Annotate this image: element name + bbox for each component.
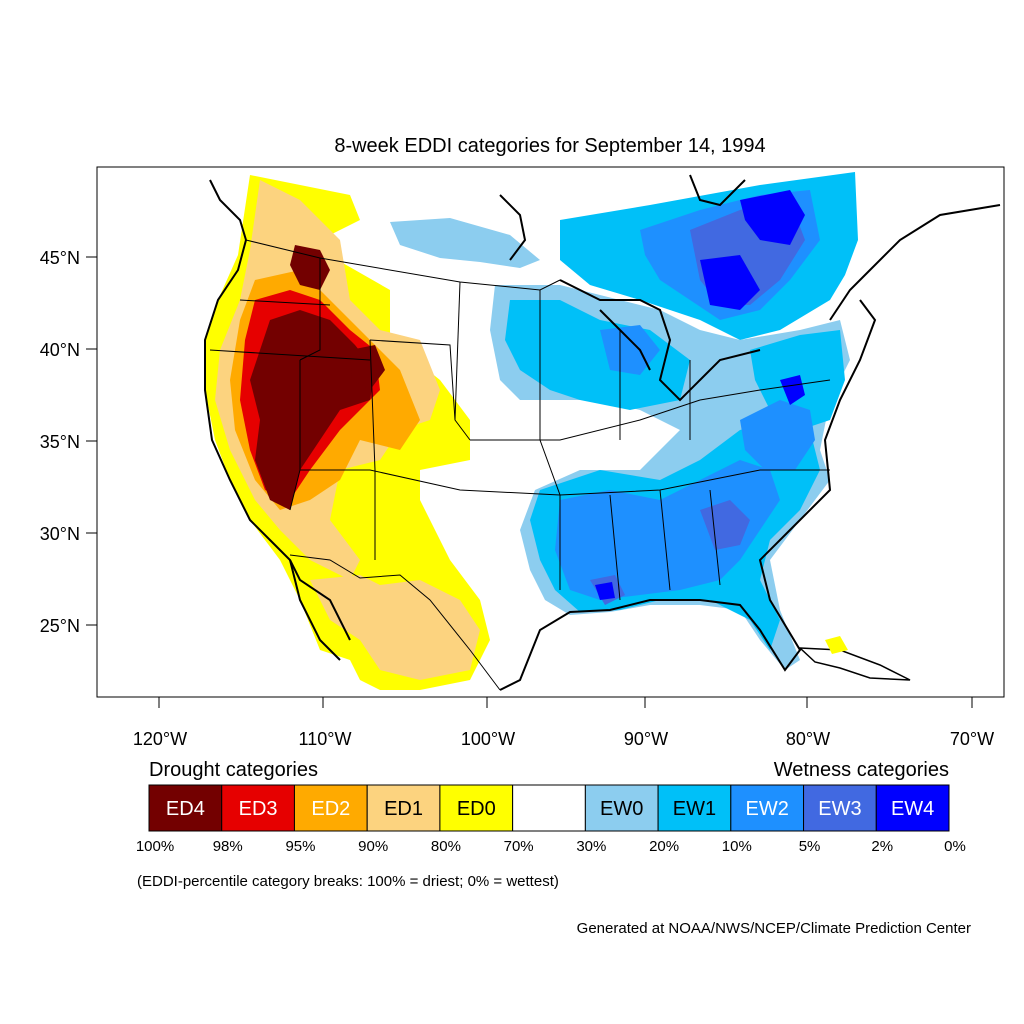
legend-break-label: 95%	[285, 838, 315, 855]
region-ew2-michigan	[600, 325, 660, 375]
legend-break-label: 10%	[722, 838, 752, 855]
region-ew2-south	[555, 460, 780, 600]
lat-label: 35°N	[40, 432, 80, 452]
legend-swatch-label: EW0	[600, 798, 643, 820]
legend-swatch	[512, 784, 586, 832]
coastlines	[204, 174, 1001, 691]
region-ed4-colorado	[350, 345, 385, 390]
legend-swatch	[657, 784, 732, 832]
legend-break-label: 0%	[944, 838, 966, 855]
legend-break-label: 20%	[649, 838, 679, 855]
island-bahamas-yellow	[825, 636, 848, 654]
lon-label: 70°W	[950, 729, 994, 749]
legend-break-label: 5%	[799, 838, 821, 855]
lat-label: 40°N	[40, 340, 80, 360]
legend-break-label: 80%	[431, 838, 461, 855]
legend-swatch-label: EW4	[891, 798, 934, 820]
lon-label: 100°W	[461, 729, 515, 749]
legend-break-label: 100%	[136, 838, 174, 855]
map-title: 8-week EDDI categories for September 14,…	[334, 135, 765, 157]
legend-break-label: 70%	[504, 838, 534, 855]
region-ew2-appalachia	[740, 400, 815, 470]
legend-swatch-label: EW3	[818, 798, 861, 820]
legend-swatch	[803, 784, 877, 832]
island-cuba	[797, 647, 911, 681]
legend-swatch	[875, 784, 950, 832]
lat-axis	[86, 256, 97, 626]
region-ew0-north-dakota	[390, 218, 540, 268]
lon-label: 120°W	[133, 729, 187, 749]
legend-break-label: 90%	[358, 838, 388, 855]
legend-swatch-label: ED3	[239, 798, 278, 820]
region-ed1-mexico	[310, 575, 480, 680]
legend-break-label: 98%	[213, 838, 243, 855]
lon-label: 80°W	[786, 729, 830, 749]
legend-swatch	[584, 784, 659, 832]
lat-label: 30°N	[40, 524, 80, 544]
credit-text: Generated at NOAA/NWS/NCEP/Climate Predi…	[577, 920, 971, 937]
legend-break-label: 2%	[871, 838, 893, 855]
legend-note: (EDDI-percentile category breaks: 100% =…	[137, 873, 559, 890]
legend-swatch	[148, 784, 223, 832]
legend-wetness-heading: Wetness categories	[774, 759, 949, 781]
legend-drought-heading: Drought categories	[149, 759, 318, 781]
legend-swatch-label: EW2	[746, 798, 789, 820]
legend-swatch-label: ED0	[457, 798, 496, 820]
legend-swatch-label: ED2	[311, 798, 350, 820]
legend-swatch-label: ED1	[384, 798, 423, 820]
legend-break-labels: 100% 98% 95% 90% 80% 70% 30% 20% 10% 5% 2% 0%	[136, 838, 966, 855]
lon-label: 90°W	[624, 729, 668, 749]
legend-swatch	[366, 784, 441, 832]
legend-swatch-label: ED4	[166, 798, 205, 820]
lat-label: 25°N	[40, 616, 80, 636]
region-ew4-pennsylvania	[780, 375, 805, 405]
region-ew4-louisiana	[595, 582, 615, 600]
lat-label: 45°N	[40, 248, 80, 268]
region-ed4-great-basin	[250, 310, 375, 510]
lon-label: 110°W	[299, 729, 352, 749]
legend-swatch-label: EW1	[673, 798, 716, 820]
legend-swatch	[293, 784, 368, 832]
political-borders	[209, 239, 831, 691]
map-frame	[96, 166, 1005, 698]
lon-axis	[158, 697, 973, 708]
map-panel	[204, 172, 1001, 691]
legend-color-bar: ED4 ED3 ED2 ED1 ED0 EW0 EW1 EW2 EW3 EW4	[148, 784, 950, 832]
legend-swatch	[221, 784, 295, 832]
legend-break-label: 30%	[576, 838, 606, 855]
region-ew1-midwest	[505, 300, 690, 410]
region-ew4-quebec	[740, 190, 805, 245]
region-ew4-ontario	[700, 255, 760, 310]
legend-swatch	[730, 784, 805, 832]
